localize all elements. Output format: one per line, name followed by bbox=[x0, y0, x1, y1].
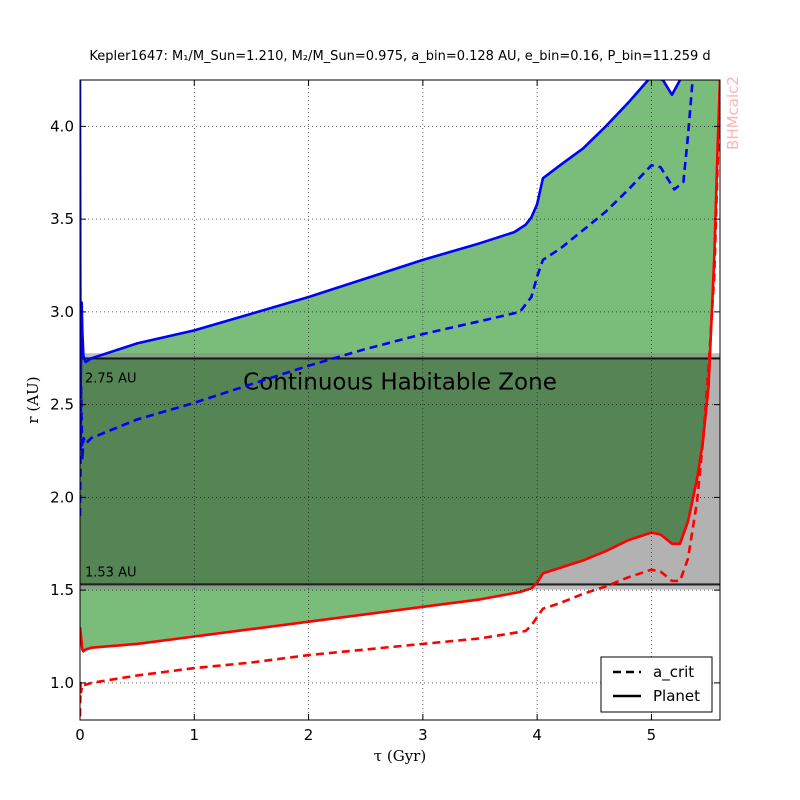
x-tick-label: 3 bbox=[418, 726, 428, 744]
chart-title: Kepler1647: M₁/M_Sun=1.210, M₂/M_Sun=0.9… bbox=[89, 49, 710, 64]
legend: a_crit Planet bbox=[600, 656, 713, 713]
x-axis-label: τ (Gyr) bbox=[374, 747, 426, 765]
y-tick-label: 3.5 bbox=[50, 210, 74, 228]
axes: 0 1 2 3 4 5 1.0 1.5 2.0 2.5 3.0 3.5 4.0 bbox=[50, 79, 721, 744]
x-tick-label: 4 bbox=[532, 726, 542, 744]
legend-label: Planet bbox=[653, 687, 700, 705]
plot-area: 2.75 AU 1.53 AU Continuous Habitable Zone bbox=[80, 80, 720, 717]
legend-box bbox=[600, 656, 713, 713]
y-tick-label: 3.0 bbox=[50, 303, 74, 321]
grid bbox=[79, 80, 720, 720]
chz-inner-label: 1.53 AU bbox=[85, 566, 137, 581]
legend-label: a_crit bbox=[653, 663, 694, 682]
chz-outer-edge bbox=[80, 353, 720, 359]
chz-outer-label: 2.75 AU bbox=[85, 371, 137, 386]
x-tick-label: 5 bbox=[647, 726, 657, 744]
series-line-1 bbox=[80, 80, 682, 388]
green-region bbox=[80, 80, 720, 652]
watermark: BHMcalc2 bbox=[724, 76, 742, 150]
series-line-3 bbox=[80, 80, 720, 653]
series-line-2 bbox=[80, 80, 694, 516]
y-tick-label: 1.0 bbox=[50, 674, 74, 692]
y-axis-label: r (AU) bbox=[24, 376, 42, 423]
plot-frame bbox=[79, 79, 721, 721]
x-tick-label: 0 bbox=[75, 726, 85, 744]
y-tick-label: 4.0 bbox=[50, 117, 74, 135]
x-tick-label: 1 bbox=[190, 726, 200, 744]
y-tick-label: 1.5 bbox=[50, 581, 74, 599]
series-line-4 bbox=[80, 80, 720, 717]
y-tick-label: 2.0 bbox=[50, 488, 74, 506]
chz-title: Continuous Habitable Zone bbox=[243, 369, 557, 395]
y-tick-label: 2.5 bbox=[50, 396, 74, 414]
chz-inner-edge bbox=[80, 584, 720, 590]
x-tick-label: 2 bbox=[304, 726, 314, 744]
